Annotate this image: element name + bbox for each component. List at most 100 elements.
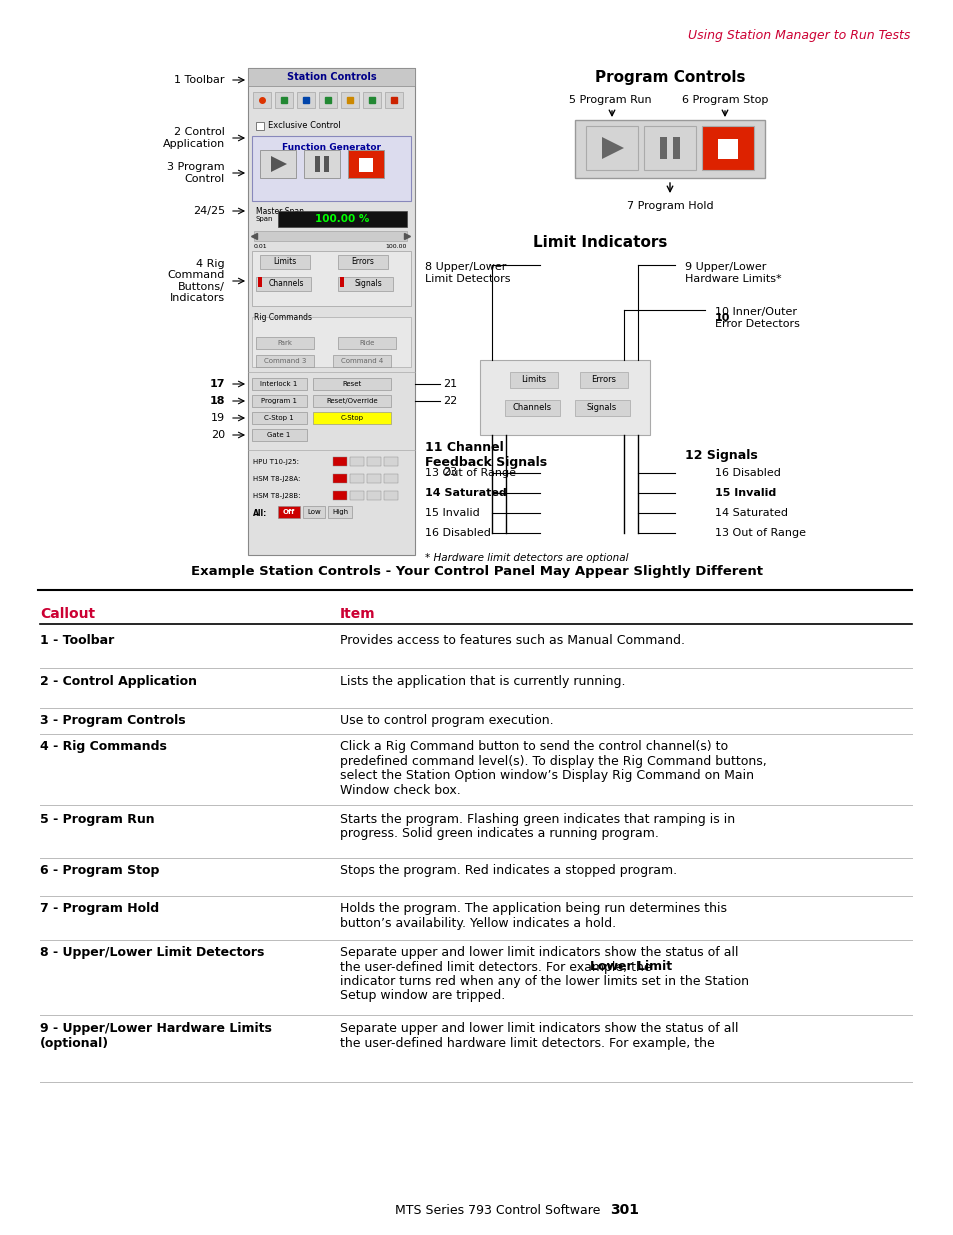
Text: 9 Upper/Lower
Hardware Limits*: 9 Upper/Lower Hardware Limits* — [684, 262, 781, 284]
Bar — [277, 506, 299, 517]
Text: HSM T8-J28B:: HSM T8-J28B: — [253, 493, 300, 499]
Bar — [333, 474, 347, 483]
Bar — [324, 156, 329, 172]
Text: Interlock 1: Interlock 1 — [260, 382, 297, 387]
Text: Rig Commands: Rig Commands — [253, 312, 312, 321]
Text: button’s availability. Yellow indicates a hold.: button’s availability. Yellow indicates … — [339, 916, 616, 930]
Text: Command 3: Command 3 — [264, 358, 306, 364]
Text: 7 - Program Hold: 7 - Program Hold — [40, 902, 159, 915]
Text: Holds the program. The application being run determines this: Holds the program. The application being… — [339, 902, 726, 915]
Text: 8 Upper/Lower
Limit Detectors: 8 Upper/Lower Limit Detectors — [424, 262, 510, 284]
Text: Limit Indicators: Limit Indicators — [533, 235, 666, 249]
Bar — [318, 91, 336, 107]
Text: Signals: Signals — [354, 279, 381, 289]
Text: Command 4: Command 4 — [340, 358, 383, 364]
Bar — [333, 492, 347, 500]
Text: 5 - Program Run: 5 - Program Run — [40, 813, 154, 826]
Bar — [701, 126, 753, 170]
Text: 0.01: 0.01 — [253, 245, 268, 249]
Bar — [337, 337, 395, 350]
Text: Reset: Reset — [342, 382, 361, 387]
Text: 16 Disabled: 16 Disabled — [714, 468, 781, 478]
Text: Channels: Channels — [268, 279, 303, 289]
Bar — [260, 149, 295, 178]
Text: 1 Toolbar: 1 Toolbar — [174, 75, 225, 85]
Text: Lists the application that is currently running.: Lists the application that is currently … — [339, 676, 625, 688]
Text: * Hardware limit detectors are optional: * Hardware limit detectors are optional — [424, 553, 628, 563]
Bar — [255, 277, 311, 291]
Bar — [253, 231, 407, 241]
Bar — [350, 474, 364, 483]
Text: Use to control program execution.: Use to control program execution. — [339, 714, 553, 727]
Text: Item: Item — [339, 606, 375, 621]
Bar — [585, 126, 638, 170]
Text: High: High — [332, 509, 348, 515]
Text: Program 1: Program 1 — [261, 398, 296, 404]
Bar — [479, 359, 649, 435]
Bar — [277, 211, 407, 227]
Text: 20: 20 — [211, 430, 225, 440]
Text: 12 Signals: 12 Signals — [684, 448, 757, 462]
Bar — [384, 457, 397, 466]
Text: the user-defined hardware limit detectors. For example, the: the user-defined hardware limit detector… — [339, 1036, 714, 1050]
Text: 3 Program
Control: 3 Program Control — [167, 162, 225, 184]
Bar — [384, 492, 397, 500]
Text: 17: 17 — [210, 379, 225, 389]
Bar — [248, 68, 415, 86]
Text: C-Stop: C-Stop — [340, 415, 363, 421]
Bar — [252, 412, 307, 424]
Text: 24/25: 24/25 — [193, 206, 225, 216]
Text: (optional): (optional) — [40, 1036, 109, 1050]
Bar — [358, 158, 373, 172]
Text: 4 Rig
Command
Buttons/
Indicators: 4 Rig Command Buttons/ Indicators — [168, 258, 225, 304]
Bar — [575, 400, 629, 416]
Text: Setup window are tripped.: Setup window are tripped. — [339, 989, 505, 1003]
Text: Starts the program. Flashing green indicates that ramping is in: Starts the program. Flashing green indic… — [339, 813, 735, 826]
Text: Separate upper and lower limit indicators show the status of all: Separate upper and lower limit indicator… — [339, 946, 738, 960]
Bar — [260, 254, 310, 269]
Bar — [337, 254, 388, 269]
Bar — [252, 395, 307, 408]
Text: Errors: Errors — [352, 258, 374, 267]
Bar — [575, 120, 764, 178]
Bar — [348, 149, 384, 178]
Bar — [504, 400, 559, 416]
Text: Program Controls: Program Controls — [594, 70, 744, 85]
Polygon shape — [271, 156, 287, 172]
Bar — [579, 372, 627, 388]
Text: 14 Saturated: 14 Saturated — [424, 488, 506, 498]
Bar — [350, 492, 364, 500]
Bar — [367, 474, 380, 483]
Bar — [384, 474, 397, 483]
Bar — [385, 91, 402, 107]
Bar — [339, 277, 344, 287]
Text: 4 - Rig Commands: 4 - Rig Commands — [40, 740, 167, 753]
Text: C-Stop 1: C-Stop 1 — [264, 415, 294, 421]
Bar — [672, 137, 679, 159]
Bar — [248, 68, 415, 555]
Text: 10: 10 — [714, 312, 730, 324]
Text: 21: 21 — [442, 379, 456, 389]
Text: indicator turns red when any of the lower limits set in the Station: indicator turns red when any of the lowe… — [339, 974, 748, 988]
Text: 23: 23 — [442, 467, 456, 477]
Text: Errors: Errors — [591, 375, 616, 384]
Text: 13 Out of Range: 13 Out of Range — [424, 468, 516, 478]
Text: select the Station Option window’s Display Rig Command on Main: select the Station Option window’s Displ… — [339, 769, 753, 782]
Text: 22: 22 — [442, 396, 456, 406]
Bar — [313, 378, 391, 390]
Text: Callout: Callout — [40, 606, 95, 621]
Bar — [252, 136, 411, 201]
Text: 15 Invalid: 15 Invalid — [714, 488, 776, 498]
Text: Stops the program. Red indicates a stopped program.: Stops the program. Red indicates a stopp… — [339, 864, 677, 877]
Bar — [252, 317, 411, 367]
Text: Off: Off — [283, 509, 294, 515]
Text: Limits: Limits — [521, 375, 546, 384]
Bar — [252, 378, 307, 390]
Bar — [337, 277, 393, 291]
Bar — [252, 251, 411, 306]
Bar — [304, 149, 339, 178]
Text: 14 Saturated: 14 Saturated — [714, 508, 787, 517]
Text: progress. Solid green indicates a running program.: progress. Solid green indicates a runnin… — [339, 827, 659, 841]
Text: Span: Span — [255, 216, 274, 222]
Bar — [328, 506, 352, 517]
